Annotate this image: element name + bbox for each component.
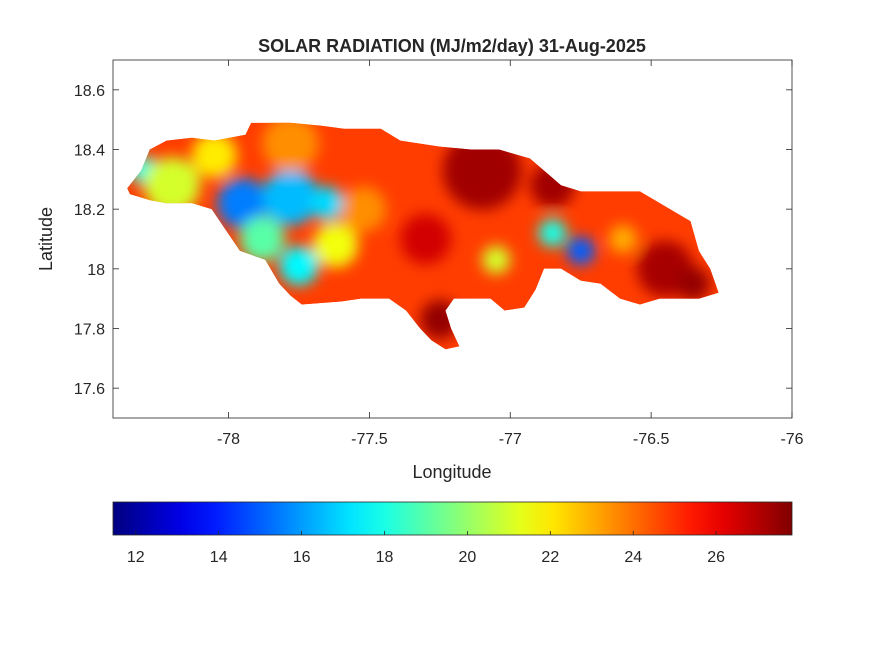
colorbar-tick-label: 16 <box>293 549 311 566</box>
y-axis-label: Latitude <box>36 207 56 271</box>
field-sample <box>608 224 638 254</box>
y-tick-label: 18.6 <box>74 83 105 100</box>
y-tick-label: 18.2 <box>74 202 105 219</box>
field-sample <box>143 157 201 214</box>
colorbar-tick-label: 20 <box>459 549 477 566</box>
y-tick-label: 17.6 <box>74 381 105 398</box>
field-sample <box>313 222 359 268</box>
field-sample <box>191 132 237 179</box>
field-sample <box>482 245 511 274</box>
field-sample <box>262 122 319 172</box>
field-sample <box>538 218 567 248</box>
x-axis: -78 -77.5 -77 -76.5 -76 <box>217 60 804 448</box>
field-sample <box>279 246 319 286</box>
radiation-field <box>127 122 719 350</box>
colorbar-tick-label: 26 <box>707 549 725 566</box>
field-sample <box>676 266 711 301</box>
colorbar-ticks: 12 14 16 18 20 22 24 26 <box>127 531 725 566</box>
colorbar-tick-label: 12 <box>127 549 145 566</box>
field-sample <box>400 213 452 265</box>
colorbar-tick-label: 14 <box>210 549 228 566</box>
x-tick-label: -76 <box>780 431 803 448</box>
field-sample <box>566 236 595 266</box>
colorbar-tick-label: 22 <box>541 549 559 566</box>
x-axis-label: Longitude <box>412 462 491 482</box>
colorbar-tick-label: 24 <box>624 549 642 566</box>
field-sample <box>341 186 387 232</box>
x-tick-label: -77 <box>499 431 522 448</box>
colorbar-tick-label: 18 <box>376 549 394 566</box>
field-sample <box>310 186 345 221</box>
colorbar <box>112 501 793 536</box>
x-tick-label: -78 <box>217 431 240 448</box>
field-sample <box>217 177 268 229</box>
y-tick-label: 18.4 <box>74 143 105 160</box>
field-sample <box>442 130 522 210</box>
x-tick-label: -77.5 <box>351 431 388 448</box>
y-axis: 17.6 17.8 18 18.2 18.4 18.6 <box>74 83 792 398</box>
x-tick-label: -76.5 <box>633 431 670 448</box>
field-sample <box>239 216 285 262</box>
y-tick-label: 18 <box>87 262 105 279</box>
y-tick-label: 17.8 <box>74 322 105 339</box>
chart-title: SOLAR RADIATION (MJ/m2/day) 31-Aug-2025 <box>258 36 646 56</box>
field-sample <box>262 169 319 226</box>
